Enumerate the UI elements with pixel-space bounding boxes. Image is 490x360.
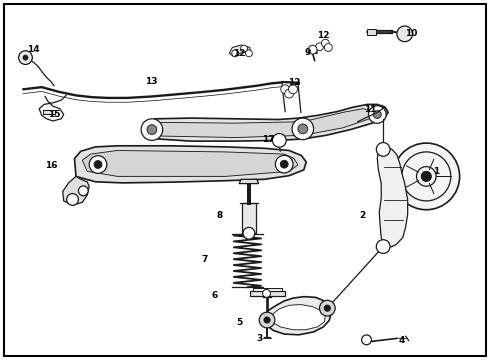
Text: 12: 12 xyxy=(233,49,245,58)
Text: 14: 14 xyxy=(27,45,40,54)
Polygon shape xyxy=(253,288,282,291)
Circle shape xyxy=(280,160,288,168)
Circle shape xyxy=(23,55,28,60)
Text: 16: 16 xyxy=(45,161,58,170)
Circle shape xyxy=(316,43,323,51)
Circle shape xyxy=(78,186,88,196)
Circle shape xyxy=(264,317,270,323)
Text: 15: 15 xyxy=(48,110,60,119)
Circle shape xyxy=(368,106,386,123)
Polygon shape xyxy=(144,104,388,141)
Circle shape xyxy=(324,305,330,311)
Circle shape xyxy=(281,85,290,94)
Circle shape xyxy=(292,118,314,140)
Text: 11: 11 xyxy=(364,105,376,114)
Circle shape xyxy=(275,156,293,173)
Polygon shape xyxy=(250,291,285,296)
Polygon shape xyxy=(229,45,250,57)
Text: 12: 12 xyxy=(288,77,300,86)
Circle shape xyxy=(67,194,78,205)
Circle shape xyxy=(376,240,390,253)
Polygon shape xyxy=(63,176,89,205)
Circle shape xyxy=(94,161,102,168)
Circle shape xyxy=(243,228,255,239)
Text: 6: 6 xyxy=(212,291,218,300)
Polygon shape xyxy=(43,110,55,114)
Circle shape xyxy=(241,45,247,52)
Text: 1: 1 xyxy=(433,166,439,175)
Circle shape xyxy=(397,26,413,42)
Circle shape xyxy=(362,335,371,345)
Text: 4: 4 xyxy=(398,336,405,345)
Polygon shape xyxy=(367,29,376,35)
Circle shape xyxy=(263,289,270,297)
Text: 9: 9 xyxy=(304,48,311,57)
Circle shape xyxy=(259,312,275,328)
Circle shape xyxy=(232,50,239,57)
Text: 5: 5 xyxy=(236,318,242,327)
Text: 17: 17 xyxy=(262,135,275,144)
Circle shape xyxy=(373,111,381,118)
Text: 13: 13 xyxy=(145,77,157,85)
Circle shape xyxy=(321,39,329,47)
Circle shape xyxy=(319,300,335,316)
Circle shape xyxy=(141,119,163,140)
Polygon shape xyxy=(74,146,306,183)
Polygon shape xyxy=(152,109,377,138)
Polygon shape xyxy=(239,179,259,184)
Polygon shape xyxy=(410,151,414,202)
Circle shape xyxy=(272,134,286,147)
Circle shape xyxy=(308,45,317,54)
Text: 3: 3 xyxy=(257,334,263,343)
Text: 10: 10 xyxy=(405,29,418,37)
Circle shape xyxy=(19,51,32,64)
Circle shape xyxy=(245,50,252,57)
Polygon shape xyxy=(242,203,256,233)
Polygon shape xyxy=(272,305,325,330)
Text: 7: 7 xyxy=(201,255,208,264)
Circle shape xyxy=(289,85,297,94)
Polygon shape xyxy=(82,150,298,176)
Polygon shape xyxy=(377,147,408,248)
Circle shape xyxy=(324,44,332,51)
Text: 12: 12 xyxy=(317,31,330,40)
Circle shape xyxy=(376,143,390,156)
Circle shape xyxy=(393,143,460,210)
Circle shape xyxy=(147,125,157,135)
Text: 2: 2 xyxy=(360,211,366,220)
Circle shape xyxy=(421,171,431,181)
Text: 8: 8 xyxy=(217,211,222,220)
Polygon shape xyxy=(309,50,318,53)
Circle shape xyxy=(285,89,294,98)
Polygon shape xyxy=(264,297,331,335)
Circle shape xyxy=(89,156,107,174)
Circle shape xyxy=(298,124,308,134)
